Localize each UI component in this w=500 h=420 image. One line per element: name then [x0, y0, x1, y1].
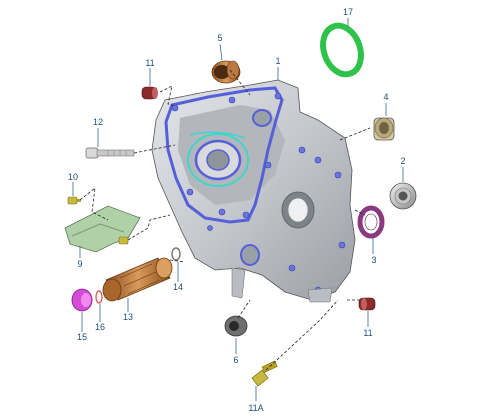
- bolt-bosses: [171, 92, 346, 294]
- small-screw: [67, 196, 81, 205]
- callout-15: 15: [77, 332, 87, 342]
- bolt-11a: [251, 360, 278, 387]
- callout-2: 2: [400, 156, 405, 166]
- callout-4: 4: [383, 92, 388, 102]
- gasket-ring: [320, 22, 364, 78]
- cover-plate: [64, 205, 141, 253]
- magenta-cap: [71, 288, 93, 312]
- bronze-bushing: [211, 60, 241, 84]
- ball-bearing: [389, 182, 417, 210]
- callout-10: 10: [68, 172, 78, 182]
- callout-13: 13: [123, 312, 133, 322]
- callout-5: 5: [217, 33, 222, 43]
- leader-lines: [72, 18, 404, 401]
- callout-1: 1: [275, 56, 280, 66]
- plug-right: [358, 297, 376, 311]
- crankcase-housing: [151, 79, 356, 303]
- callout-12: 12: [93, 117, 103, 127]
- dark-washer: [224, 315, 248, 337]
- callout-11-top: 11: [145, 58, 154, 68]
- roller-bearing: [373, 117, 395, 141]
- o-ring: [95, 290, 103, 304]
- housing-gasket-outline: [164, 86, 284, 224]
- callout-3: 3: [371, 255, 376, 265]
- assembly-lines: [79, 69, 371, 371]
- callout-14: 14: [173, 282, 183, 292]
- long-bolt: [85, 147, 135, 159]
- oil-seal: [357, 205, 385, 239]
- main-bore: [281, 191, 315, 229]
- bearing-seat: [187, 131, 249, 187]
- cylinder-cage: [102, 257, 173, 302]
- callout-6: 6: [233, 355, 238, 365]
- callout-11a: 11A: [248, 403, 263, 413]
- callout-11-right: 11: [363, 328, 372, 338]
- callout-17: 17: [343, 7, 353, 17]
- small-ring: [171, 247, 181, 261]
- plug-top: [141, 86, 158, 100]
- callout-16: 16: [95, 322, 105, 332]
- callout-labels: 1 2 3 4 5 6 9 10 11 11 11A 12 13 14 15 1…: [68, 7, 406, 413]
- callout-9: 9: [77, 259, 82, 269]
